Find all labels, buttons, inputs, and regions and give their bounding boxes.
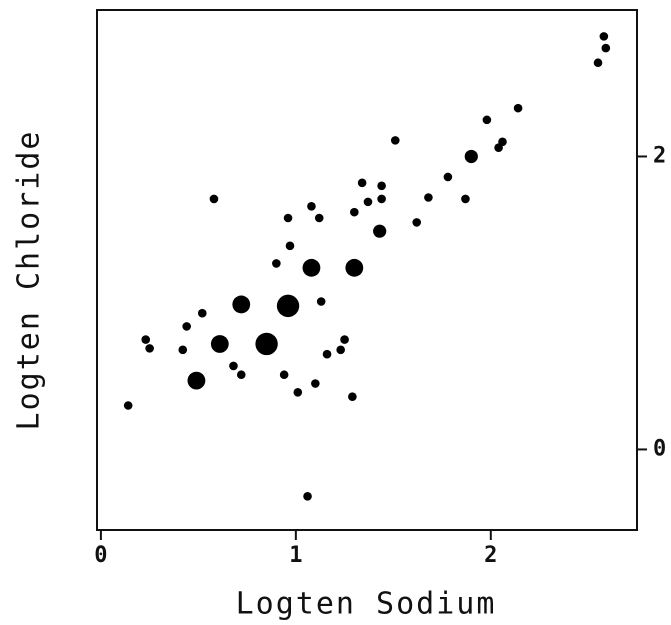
scatter-point	[336, 345, 345, 355]
scatter-point	[593, 58, 603, 68]
scatter-point	[390, 136, 400, 145]
scatter-point	[307, 201, 316, 211]
scatter-point	[357, 178, 367, 188]
scatter-point	[412, 218, 422, 227]
y-axis-label: Logten Chloride	[12, 130, 47, 431]
scatter-point	[209, 194, 219, 204]
scatter-point	[482, 115, 492, 125]
scatter-point	[443, 172, 453, 182]
scatter-point	[232, 295, 251, 314]
scatter-point	[236, 370, 246, 380]
scatter-point	[255, 332, 278, 356]
scatter-point	[363, 197, 373, 207]
scatter-point	[461, 194, 470, 204]
scatter-point	[141, 335, 151, 344]
x-tick-label: 1	[289, 543, 302, 568]
scatter-point	[229, 361, 238, 371]
plot-frame	[96, 9, 638, 531]
x-axis-label: Logten Sodium	[236, 587, 497, 622]
scatter-point	[197, 308, 207, 318]
scatter-point	[145, 344, 154, 353]
scatter-point	[283, 213, 293, 223]
scatter-point	[123, 401, 133, 410]
y-tick-label: 0	[653, 436, 666, 461]
scatter-point	[340, 335, 349, 344]
x-tick-label: 2	[484, 543, 497, 568]
scatter-point	[182, 322, 191, 331]
scatter-point	[377, 194, 386, 204]
scatter-point	[316, 297, 326, 306]
scatter-point	[350, 207, 359, 217]
scatter-point	[311, 379, 320, 388]
x-tick-label: 0	[94, 543, 107, 568]
scatter-point	[302, 258, 321, 277]
y-tick-label: 2	[653, 143, 666, 168]
scatter-point	[348, 392, 357, 402]
scatter-point	[293, 388, 303, 397]
scatter-point	[464, 149, 478, 164]
scatter-point	[187, 371, 206, 390]
scatter-point	[276, 294, 300, 318]
scatter-point	[424, 193, 433, 202]
scatter-point	[178, 345, 188, 355]
scatter-point	[210, 335, 229, 353]
scatter-point	[314, 213, 324, 223]
scatter-point	[494, 143, 503, 152]
scatter-point	[373, 224, 387, 238]
scatter-point	[345, 258, 364, 277]
scatter-point	[322, 349, 332, 359]
scatter-point	[513, 103, 523, 113]
scatter-point	[272, 259, 281, 268]
scatter-point	[377, 181, 386, 191]
scatter-point	[285, 241, 295, 251]
scatter-point	[279, 370, 289, 380]
scatter-point	[601, 43, 611, 53]
scatter-point	[599, 32, 609, 41]
scatter-point	[303, 492, 312, 501]
